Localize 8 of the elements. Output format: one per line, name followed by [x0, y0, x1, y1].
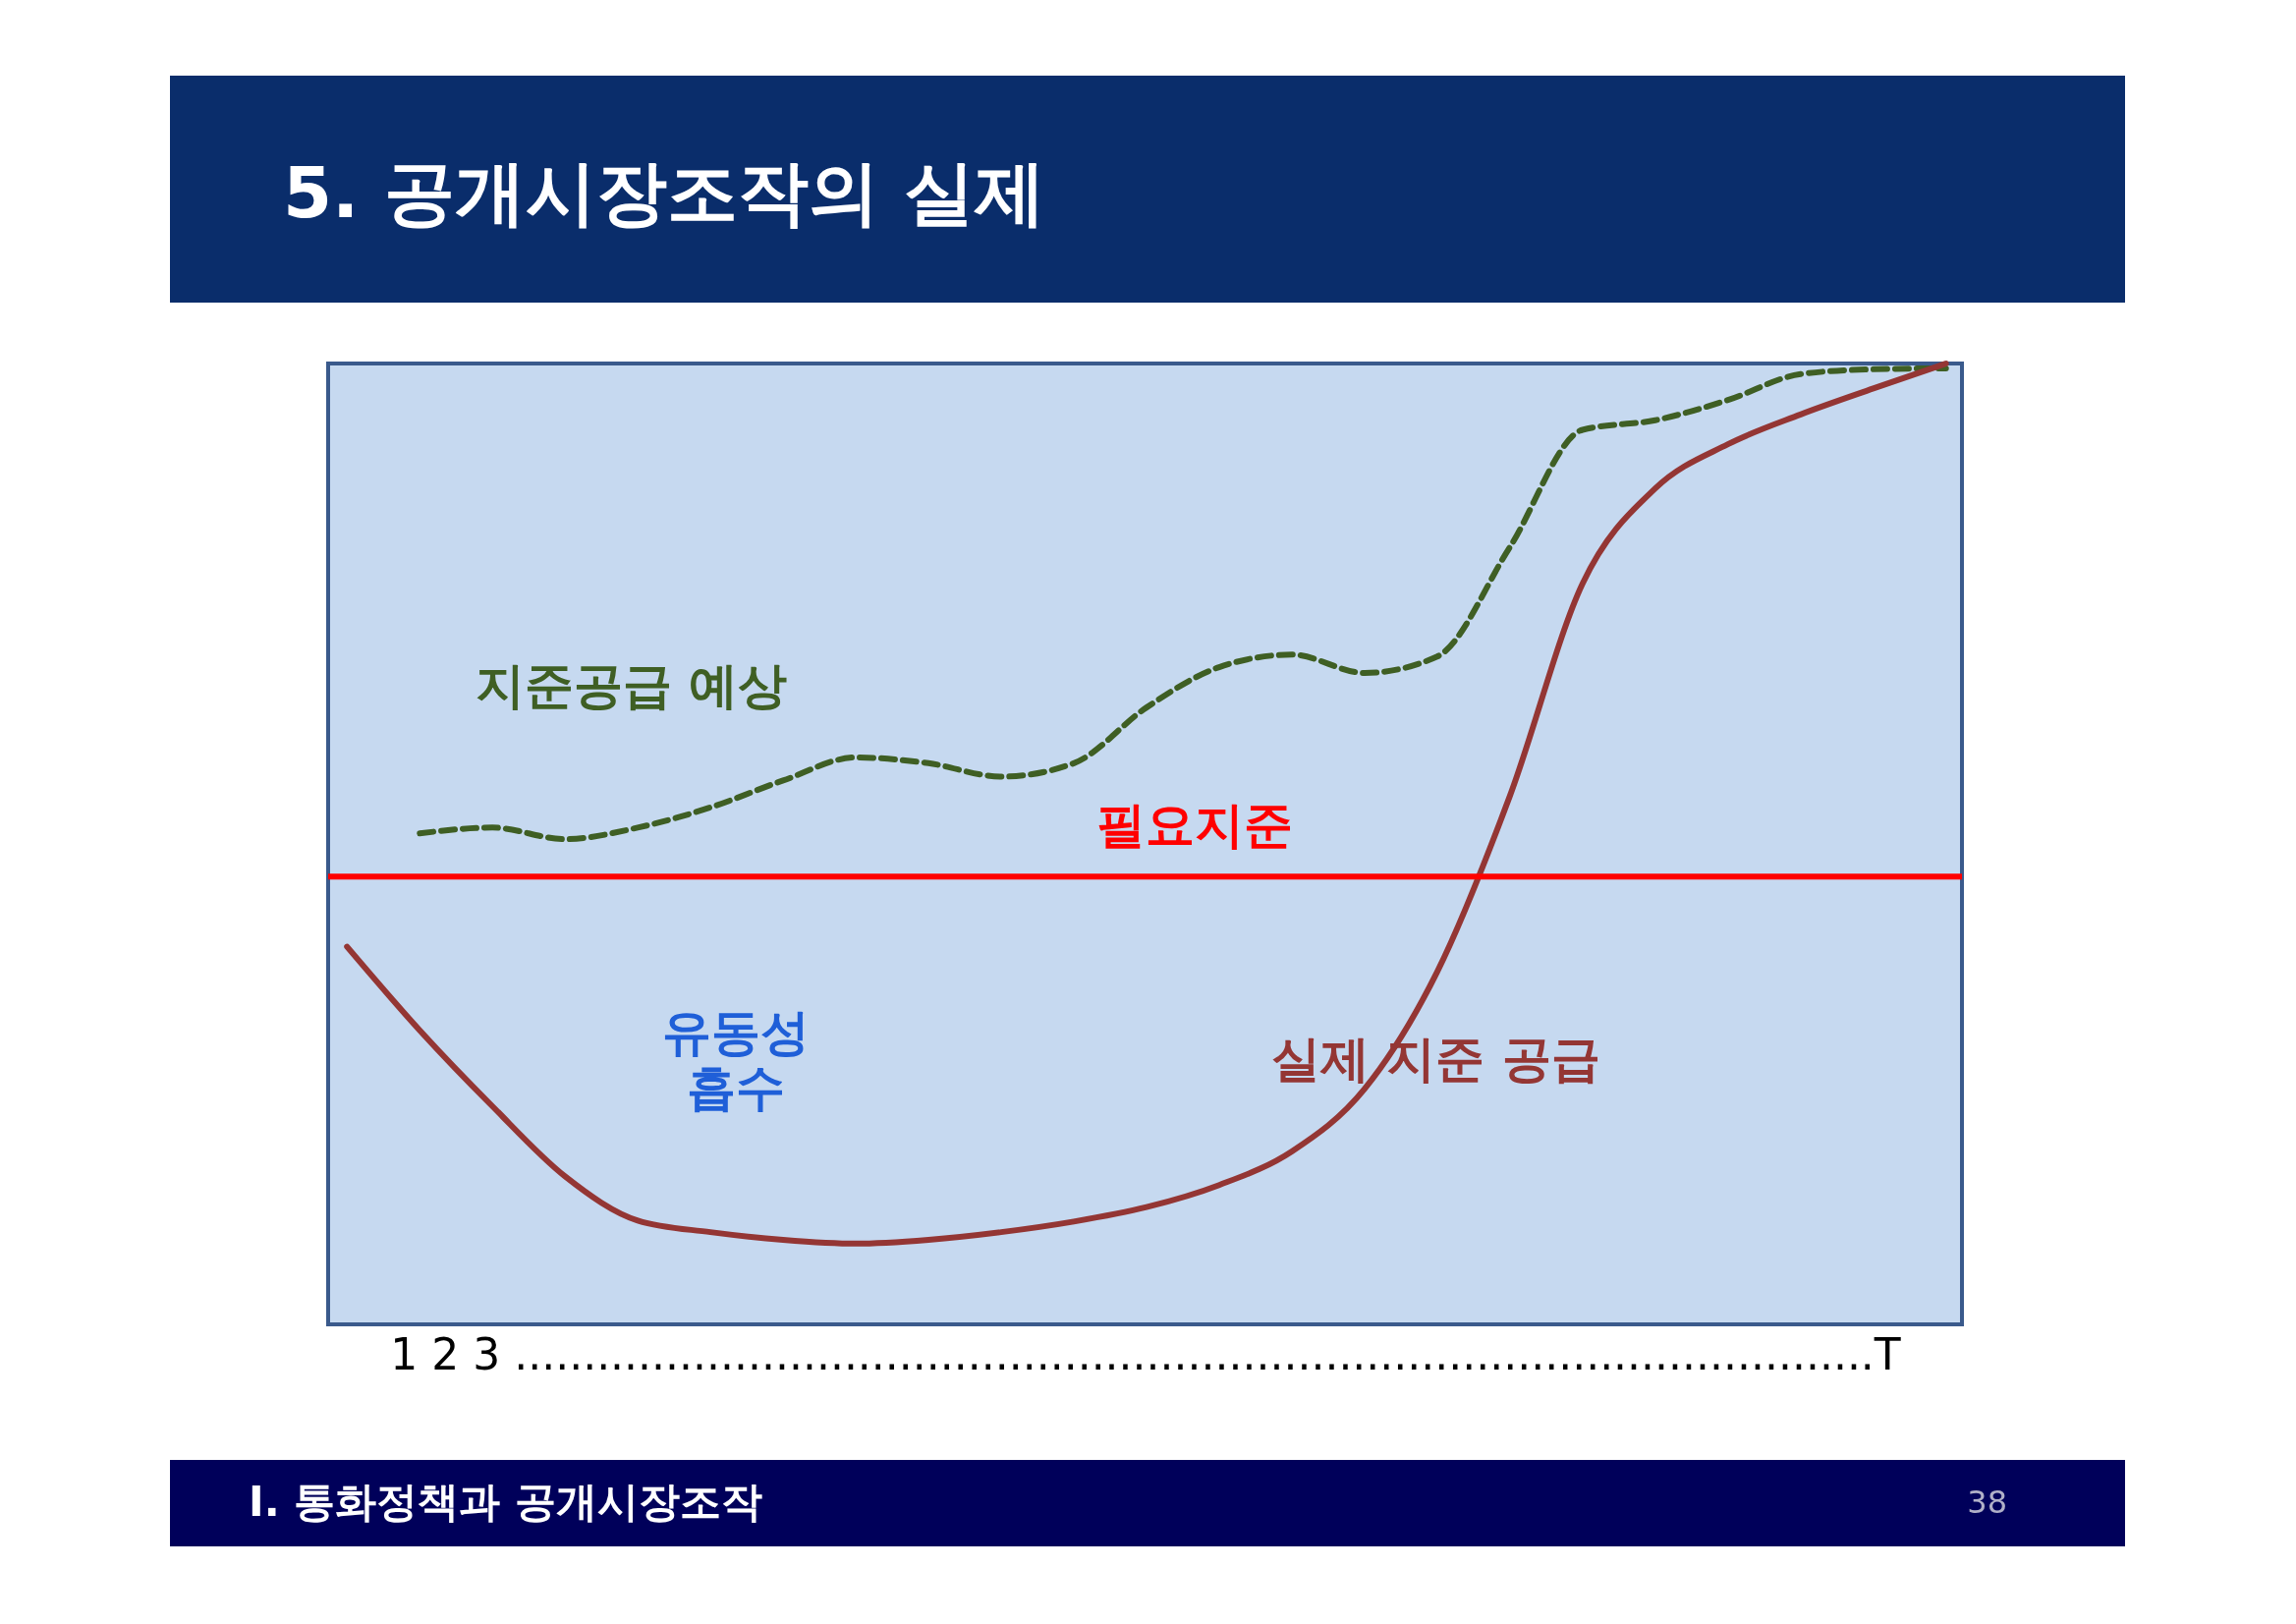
series-label: 지준공급 예상 [476, 657, 788, 714]
ref-line-label: 필요지준 [1095, 797, 1293, 855]
text: 38 [1967, 1484, 2007, 1521]
series-label: 실제 지준 공급 [1271, 1031, 1600, 1088]
text: Ⅰ. 통화정책과 공개시장조작 [249, 1478, 762, 1526]
annotation: 유동성 흡수 [662, 1004, 810, 1116]
x-axis-title: 1 2 3 ...................................................................................................T [390, 1328, 1901, 1379]
chart-title: 5. 공개시장조작의 실제 [283, 151, 1045, 234]
